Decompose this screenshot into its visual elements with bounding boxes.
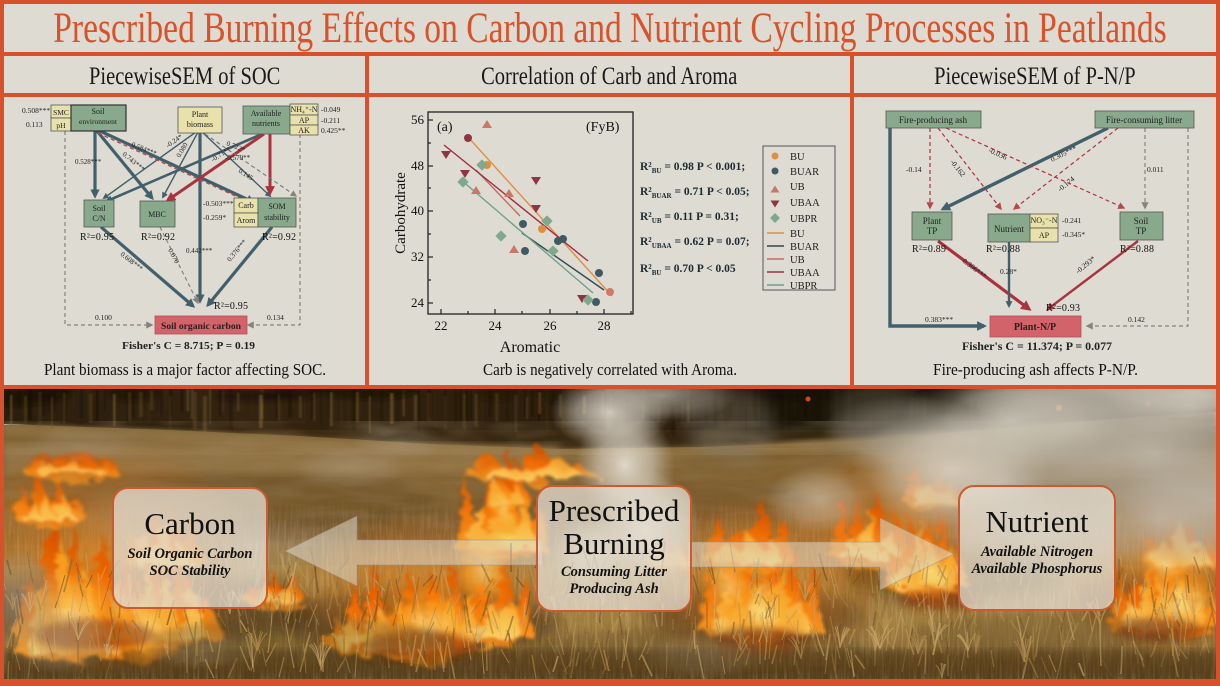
svg-text:48: 48 — [411, 158, 424, 173]
svg-text:-0.049: -0.049 — [321, 105, 341, 114]
svg-text:Fisher's C = 8.715; P = 0.19: Fisher's C = 8.715; P = 0.19 — [122, 340, 256, 352]
svg-text:0.442***: 0.442*** — [186, 247, 213, 255]
svg-text:-0.345*: -0.345* — [1062, 230, 1085, 239]
svg-text:R²=0.88: R²=0.88 — [986, 244, 1020, 255]
svg-text:-0.14: -0.14 — [906, 165, 922, 174]
svg-text:Plant-N/P: Plant-N/P — [1014, 322, 1056, 333]
svg-text:22: 22 — [435, 318, 448, 333]
svg-text:-0.293*: -0.293* — [1074, 254, 1098, 276]
svg-text:0.528***: 0.528*** — [75, 158, 102, 166]
svg-text:Carbohydrate: Carbohydrate — [393, 172, 409, 254]
svg-text:pH: pH — [56, 121, 66, 130]
svg-text:0.134: 0.134 — [267, 313, 284, 322]
svg-text:Plant: Plant — [192, 110, 209, 119]
svg-text:biomass: biomass — [187, 120, 213, 129]
svg-text:0.584***: 0.584*** — [130, 140, 158, 157]
svg-text:Carb: Carb — [238, 201, 254, 210]
svg-text:UBPR: UBPR — [790, 281, 817, 292]
svg-text:Available: Available — [251, 109, 282, 118]
svg-text:BU: BU — [790, 152, 805, 163]
svg-text:Soil: Soil — [92, 107, 106, 116]
svg-text:UBPR: UBPR — [790, 214, 817, 225]
svg-text:environment: environment — [79, 117, 118, 126]
svg-text:26: 26 — [544, 318, 558, 333]
svg-text:28: 28 — [598, 318, 611, 333]
svg-text:(FyB): (FyB) — [586, 120, 620, 135]
svg-text:Fisher's C = 11.374; P = 0.077: Fisher's C = 11.374; P = 0.077 — [962, 341, 1112, 353]
svg-text:0.305***: 0.305*** — [1049, 143, 1078, 164]
svg-text:R²=0.92: R²=0.92 — [262, 232, 296, 243]
svg-text:C/N: C/N — [92, 214, 106, 223]
svg-text:-0.241: -0.241 — [1062, 216, 1082, 225]
svg-text:Aromatic: Aromatic — [500, 339, 560, 356]
svg-text:0.508***: 0.508*** — [22, 106, 50, 115]
svg-text:0.011: 0.011 — [1147, 165, 1164, 174]
svg-text:AP: AP — [299, 116, 310, 125]
svg-text:-0.503***: -0.503*** — [203, 199, 234, 208]
svg-text:SMC: SMC — [53, 108, 69, 117]
svg-text:-0.579**: -0.579** — [225, 154, 251, 162]
svg-text:SOM: SOM — [268, 202, 285, 211]
svg-text:Soil organic carbon: Soil organic carbon — [161, 321, 241, 331]
svg-text:AP: AP — [1039, 231, 1050, 240]
svg-text:UB: UB — [790, 182, 805, 193]
svg-text:24: 24 — [489, 318, 503, 333]
svg-text:-0.036: -0.036 — [987, 146, 1009, 162]
svg-text:TP: TP — [927, 226, 938, 236]
svg-text:TP: TP — [1136, 226, 1147, 236]
svg-text:Soil: Soil — [1134, 216, 1149, 226]
svg-text:R²BU = 0.98 P < 0.001;: R²BU = 0.98 P < 0.001; — [640, 161, 745, 175]
svg-text:Fire-consuming litter: Fire-consuming litter — [1106, 115, 1182, 125]
svg-text:UBAA: UBAA — [790, 268, 820, 279]
svg-text:R²=0.92: R²=0.92 — [141, 232, 175, 243]
svg-text:Soil: Soil — [93, 204, 107, 213]
svg-text:AK: AK — [298, 126, 310, 135]
svg-text:R²=0.95: R²=0.95 — [214, 301, 248, 312]
svg-text:56: 56 — [411, 112, 425, 127]
svg-text:Plant biomass is a major facto: Plant biomass is a major factor affectin… — [44, 360, 326, 379]
svg-text:R²=0.89: R²=0.89 — [912, 244, 946, 255]
svg-text:R²=0.88: R²=0.88 — [1120, 244, 1154, 255]
svg-text:MBC: MBC — [148, 210, 166, 219]
svg-text:24: 24 — [411, 295, 425, 310]
svg-text:nutrients: nutrients — [252, 119, 280, 128]
svg-text:(a): (a) — [437, 120, 453, 135]
svg-text:UB: UB — [790, 255, 805, 266]
svg-text:0.070: 0.070 — [166, 247, 181, 265]
svg-text:NO₃⁻-N: NO₃⁻-N — [1030, 216, 1057, 225]
svg-text:R²=0.95: R²=0.95 — [80, 232, 114, 243]
svg-text:Arom: Arom — [237, 216, 256, 225]
svg-text:0.100: 0.100 — [95, 313, 112, 322]
svg-text:Carb is negatively correlated: Carb is negatively correlated with Aroma… — [483, 360, 737, 379]
svg-text:0.28*: 0.28* — [1000, 267, 1017, 276]
svg-text:Fire-producing ash affects P-N: Fire-producing ash affects P-N/P. — [933, 360, 1138, 379]
svg-text:0.425**: 0.425** — [321, 126, 346, 135]
svg-text:Nutrient: Nutrient — [994, 224, 1024, 234]
svg-text:-0.162: -0.162 — [948, 158, 967, 179]
svg-text:0.306***: 0.306*** — [961, 256, 989, 280]
svg-text:0.383***: 0.383*** — [925, 315, 953, 324]
svg-text:-0.211: -0.211 — [321, 116, 340, 125]
svg-text:R²BU = 0.70 P < 0.05: R²BU = 0.70 P < 0.05 — [640, 263, 736, 277]
svg-text:32: 32 — [411, 249, 424, 264]
svg-text:NH₄⁺-N: NH₄⁺-N — [290, 105, 317, 114]
svg-text:R²UBAA = 0.62 P = 0.07;: R²UBAA = 0.62 P = 0.07; — [640, 236, 750, 250]
svg-text:40: 40 — [411, 203, 424, 218]
svg-text:R²UB = 0.11 P = 0.31;: R²UB = 0.11 P = 0.31; — [640, 211, 739, 225]
svg-text:Fire-producing ash: Fire-producing ash — [899, 115, 968, 125]
svg-text:0.113: 0.113 — [26, 120, 43, 129]
svg-text:BUAR: BUAR — [790, 167, 819, 178]
svg-text:UBAA: UBAA — [790, 198, 820, 209]
svg-text:BUAR: BUAR — [790, 242, 819, 253]
svg-text:0.142: 0.142 — [1128, 315, 1145, 324]
svg-text:BU: BU — [790, 229, 805, 240]
svg-text:R²=0.93: R²=0.93 — [1046, 303, 1080, 314]
svg-text:-0.259*: -0.259* — [203, 213, 226, 222]
svg-text:stability: stability — [264, 213, 290, 222]
svg-text:R²BUAR = 0.71 P < 0.05;: R²BUAR = 0.71 P < 0.05; — [640, 186, 750, 200]
svg-text:-0.174: -0.174 — [1056, 174, 1077, 193]
svg-text:Plant: Plant — [923, 216, 942, 226]
